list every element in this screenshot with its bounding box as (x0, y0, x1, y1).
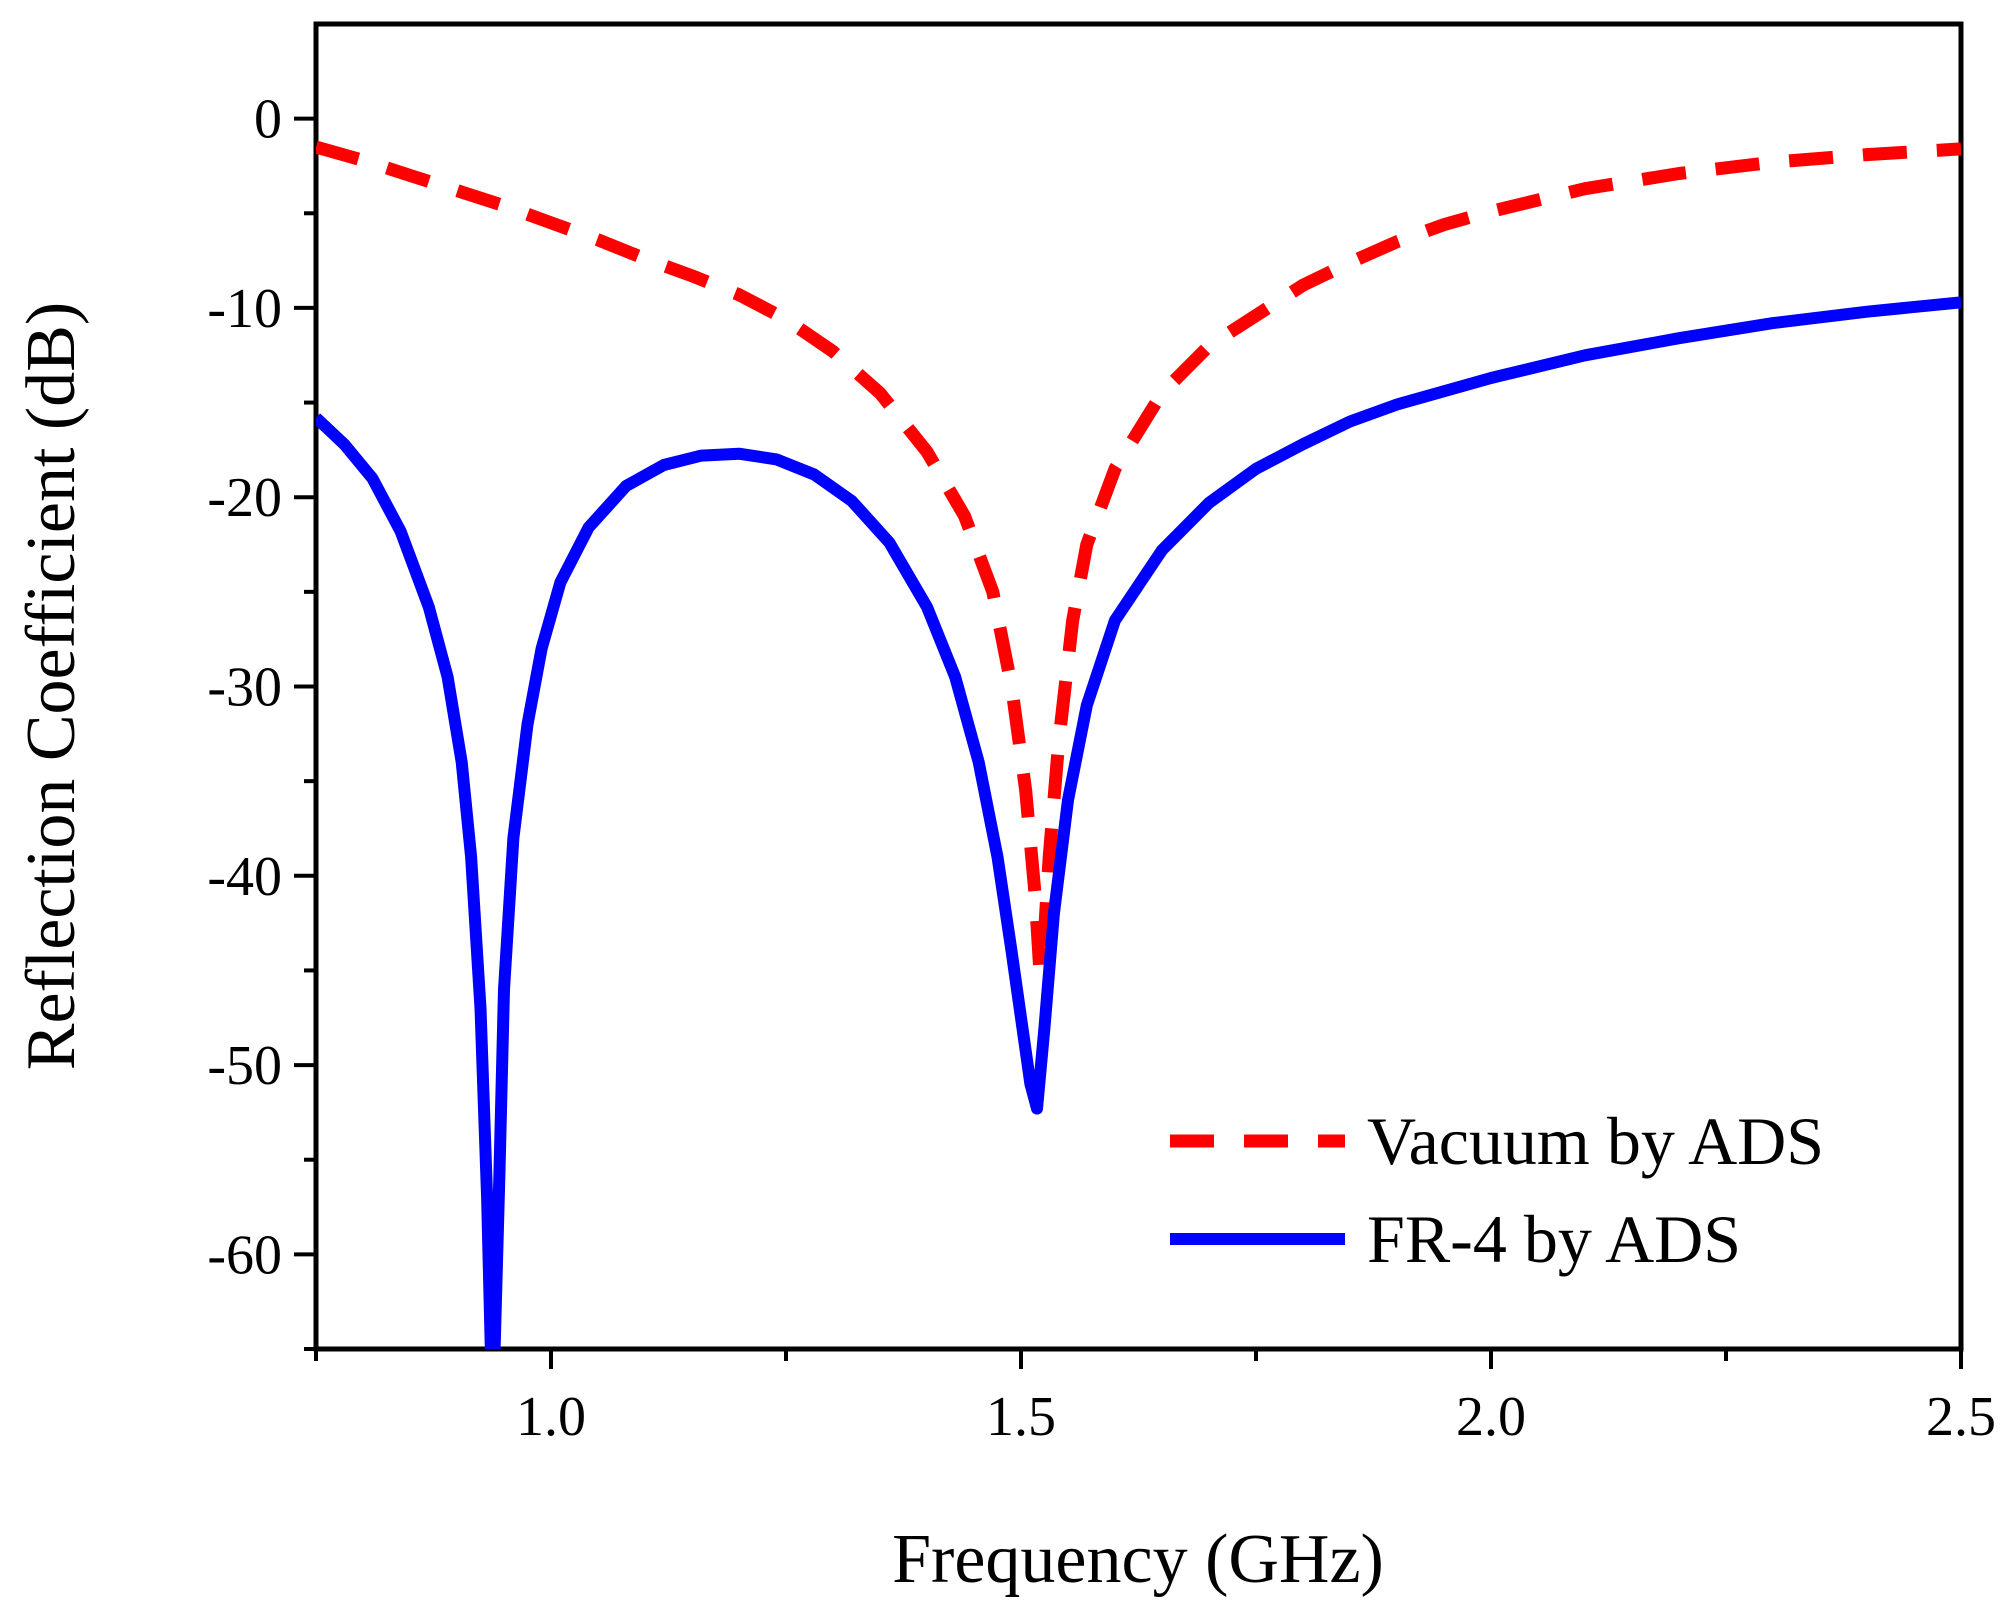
series-line-0 (316, 140, 1961, 977)
x-axis-title: Frequency (GHz) (892, 1521, 1384, 1598)
series-line-1 (316, 296, 1961, 1349)
series-lines (316, 140, 1961, 1349)
x-tick-label: 1.5 (986, 1386, 1056, 1448)
y-tick-label: 0 (254, 89, 282, 151)
legend: Vacuum by ADS FR-4 by ADS (1170, 1103, 1824, 1277)
y-tick-label: -50 (207, 1035, 282, 1097)
x-tick-label: 2.0 (1456, 1386, 1526, 1448)
axis-ticks (294, 116, 1963, 1369)
legend-label-fr4: FR-4 by ADS (1367, 1201, 1741, 1277)
x-tick-label: 2.5 (1926, 1386, 1996, 1448)
y-tick-label: -40 (207, 846, 282, 908)
legend-label-vacuum: Vacuum by ADS (1367, 1103, 1824, 1179)
y-axis-title: Reflection Coefficient (dB) (13, 302, 90, 1070)
y-tick-label: -10 (207, 278, 282, 340)
y-tick-label: -20 (207, 467, 282, 529)
y-tick-label: -60 (207, 1224, 282, 1286)
axis-tick-labels: 1.0 1.5 2.0 2.5 0 -10 -20 -30 -40 -50 -60 (207, 89, 1996, 1448)
x-tick-label: 1.0 (516, 1386, 586, 1448)
y-tick-label: -30 (207, 657, 282, 719)
